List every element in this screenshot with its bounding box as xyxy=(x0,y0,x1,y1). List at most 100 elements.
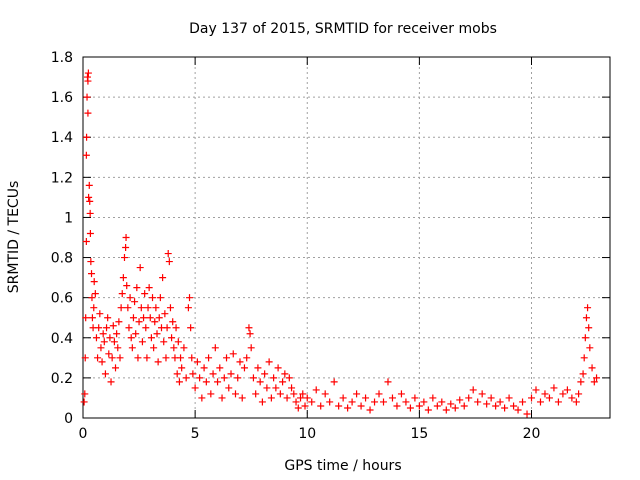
data-point xyxy=(501,404,509,412)
data-point xyxy=(180,344,188,352)
data-point xyxy=(375,390,383,398)
data-point xyxy=(429,394,437,402)
data-point xyxy=(96,310,104,318)
data-point xyxy=(144,304,152,312)
data-point xyxy=(205,354,213,362)
data-point xyxy=(303,394,311,402)
data-point xyxy=(188,354,196,362)
data-point xyxy=(568,394,576,402)
data-point xyxy=(182,374,190,382)
data-point xyxy=(285,374,293,382)
data-point xyxy=(276,390,284,398)
data-point xyxy=(159,274,167,282)
data-point xyxy=(348,398,356,406)
data-point xyxy=(505,394,513,402)
data-point xyxy=(292,398,300,406)
data-point xyxy=(91,290,99,298)
data-point xyxy=(154,358,162,366)
data-point xyxy=(133,284,141,292)
x-tick-label: 15 xyxy=(410,426,428,442)
data-point xyxy=(536,398,544,406)
data-point xyxy=(388,394,396,402)
data-point xyxy=(97,344,105,352)
data-point xyxy=(107,378,115,386)
data-point xyxy=(582,314,590,322)
data-point xyxy=(173,370,181,378)
data-point xyxy=(82,238,90,246)
y-tick-label: 0.4 xyxy=(51,331,73,347)
data-point xyxy=(115,318,123,326)
data-point xyxy=(101,370,109,378)
data-point xyxy=(402,398,410,406)
tick-marks xyxy=(82,56,610,419)
data-point xyxy=(84,77,92,85)
data-point xyxy=(514,406,522,414)
data-point xyxy=(256,378,264,386)
data-point xyxy=(384,378,392,386)
data-point xyxy=(523,410,531,418)
data-point xyxy=(202,378,210,386)
data-point xyxy=(137,304,145,312)
data-point xyxy=(223,354,231,362)
data-point xyxy=(184,304,192,312)
data-point xyxy=(193,358,201,366)
data-point xyxy=(86,197,94,205)
data-point xyxy=(108,354,116,362)
data-point xyxy=(103,324,111,332)
y-tick-label: 0.8 xyxy=(51,251,73,267)
data-point xyxy=(88,294,96,302)
data-point xyxy=(279,378,287,386)
data-point xyxy=(579,370,587,378)
plot-frame xyxy=(82,56,611,419)
data-point xyxy=(593,374,601,382)
data-point xyxy=(138,338,146,346)
data-point xyxy=(136,264,144,272)
data-point xyxy=(84,109,92,117)
chart-title: Day 137 of 2015, SRMTID for receiver mob… xyxy=(189,21,497,37)
data-point xyxy=(86,209,94,217)
data-point xyxy=(267,394,275,402)
y-tick-label: 0 xyxy=(64,411,73,427)
data-point xyxy=(191,384,199,392)
data-point xyxy=(588,364,596,372)
data-point xyxy=(141,290,149,298)
data-point xyxy=(301,402,309,410)
y-tick-label: 1.2 xyxy=(51,170,73,186)
data-point xyxy=(247,344,255,352)
data-point xyxy=(145,284,153,292)
data-point xyxy=(397,390,405,398)
data-point xyxy=(87,258,95,266)
data-point xyxy=(294,404,302,412)
data-point xyxy=(207,390,215,398)
data-point xyxy=(496,398,504,406)
data-point xyxy=(85,193,93,201)
data-point xyxy=(252,390,260,398)
data-point xyxy=(238,394,246,402)
data-point xyxy=(220,374,228,382)
data-point xyxy=(236,358,244,366)
data-point xyxy=(532,386,540,394)
data-point xyxy=(174,338,182,346)
data-point xyxy=(98,358,106,366)
data-point xyxy=(550,384,558,392)
data-point xyxy=(554,398,562,406)
data-point xyxy=(274,364,282,372)
data-point xyxy=(149,294,157,302)
data-point xyxy=(196,374,204,382)
data-point xyxy=(225,384,233,392)
data-point xyxy=(297,394,305,402)
data-point xyxy=(563,386,571,394)
data-point xyxy=(575,390,583,398)
data-point xyxy=(131,298,139,306)
data-point xyxy=(123,282,131,290)
data-point xyxy=(581,334,589,342)
data-point xyxy=(170,344,178,352)
data-point xyxy=(258,398,266,406)
x-tick-labels: 0 5 10 15 20 xyxy=(79,426,541,442)
data-point xyxy=(92,334,100,342)
data-point xyxy=(82,151,90,159)
data-point xyxy=(231,390,239,398)
data-point xyxy=(155,314,163,322)
data-point xyxy=(163,324,171,332)
